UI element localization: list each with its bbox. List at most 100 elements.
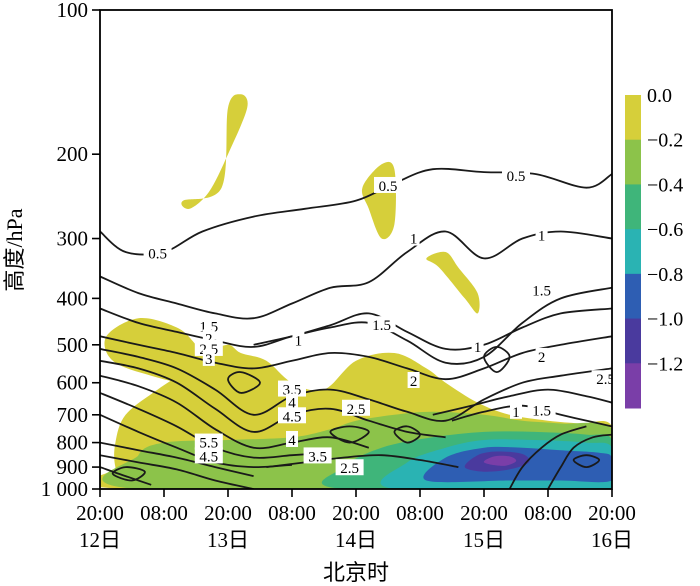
contour-label-5: 1 [474, 340, 482, 356]
y-tick-label-4: 500 [57, 333, 89, 357]
colorbar-label-3: −0.6 [647, 219, 683, 241]
contour-lines [100, 167, 612, 489]
x-axis: 20:00 12日 08:00 20:00 13日 08:00 20:00 14日 08:00 2… [76, 489, 636, 552]
colorbar-label-2: −0.4 [647, 174, 683, 196]
contour-label-bg-7 [510, 402, 522, 419]
colorbar-label-4: −0.8 [647, 264, 683, 286]
contour-line-4 [100, 286, 612, 365]
contour-label-bg-1 [502, 166, 530, 183]
contour-line-10 [100, 374, 370, 450]
contour-label-bg-20 [278, 380, 306, 397]
contour-label-19: 3 [205, 352, 213, 368]
x-tick-time-1: 08:00 [140, 501, 188, 525]
contour-label-21: 3.5 [308, 449, 327, 465]
contour-label-bg-10 [194, 317, 223, 334]
contour-label-4: 1 [538, 229, 546, 245]
contour-label-bg-22 [286, 393, 298, 410]
contour-label-bg-9 [367, 316, 396, 333]
contour-line-8 [266, 454, 459, 468]
x-tick-time-2: 20:00 [204, 501, 252, 525]
contour-label-7: 1 [512, 405, 520, 421]
closed-contour-5 [572, 454, 601, 469]
filled-region-10 [483, 455, 517, 466]
contour-label-13: 2 [538, 350, 546, 366]
contour-label-11: 1.5 [532, 403, 551, 419]
colorbar-swatch-0 [625, 95, 641, 141]
contour-labels: 0.50.50.5111111.51.51.51.52222.52.52.52.… [143, 166, 612, 477]
x-tick-time-4: 20:00 [332, 501, 380, 525]
contour-line-17 [508, 425, 587, 489]
contour-label-16: 2.5 [347, 402, 366, 418]
y-tick-label-3: 400 [57, 286, 89, 310]
y-tick-label-9: 1 000 [41, 477, 88, 501]
contour-label-23: 4 [288, 433, 296, 449]
filled-region-3 [426, 251, 480, 314]
x-tick-day-8: 16日 [591, 528, 633, 552]
contour-label-bg-13 [535, 347, 548, 364]
y-axis-title: 高度/hPa [2, 208, 27, 291]
closed-contour-4 [393, 425, 421, 444]
contour-label-26: 5.5 [199, 436, 218, 452]
x-tick-time-8: 20:00 [588, 501, 636, 525]
contour-label-bg-6 [292, 331, 305, 348]
contour-label-8: 1.5 [532, 283, 551, 299]
contour-line-16 [547, 433, 612, 489]
contour-label-12: 2 [205, 331, 213, 347]
contour-label-bg-4 [535, 226, 548, 243]
x-tick-day-4: 14日 [335, 528, 377, 552]
y-tick-label-6: 700 [57, 403, 89, 427]
contour-line-14 [100, 454, 254, 489]
contour-line-9 [100, 359, 446, 439]
colorbar-swatch-4 [625, 273, 641, 320]
x-tick-time-0: 20:00 [76, 501, 124, 525]
contour-label-14: 2 [410, 374, 418, 390]
contour-label-25: 4.5 [199, 449, 218, 465]
filled-region-2 [181, 94, 248, 210]
contour-label-1: 0.5 [507, 169, 526, 185]
colorbar-label-0: 0.0 [647, 85, 672, 107]
contour-label-24: 4.5 [283, 409, 302, 425]
colorbar: 0.0 −0.2 −0.4 −0.6 −0.8 −1.0 −1.2 [625, 85, 683, 409]
x-tick-time-5: 08:00 [396, 501, 444, 525]
colorbar-swatch-1 [625, 139, 641, 185]
x-tick-time-3: 08:00 [268, 501, 316, 525]
x-tick-time-7: 08:00 [524, 501, 572, 525]
contour-label-bg-8 [527, 281, 556, 298]
x-tick-day-6: 15日 [463, 528, 505, 552]
contour-line-3 [432, 388, 612, 416]
contour-label-bg-25 [194, 447, 223, 464]
contour-label-2: 0.5 [148, 246, 167, 262]
contour-label-18: 2.5 [340, 461, 359, 477]
y-tick-label-8: 900 [57, 455, 89, 479]
plot-area: 0.50.50.5111111.51.51.51.52222.52.52.52.… [100, 10, 612, 489]
y-tick-label-7: 800 [57, 431, 89, 455]
contour-label-bg-0 [374, 176, 402, 193]
contour-label-bg-16 [342, 399, 370, 416]
colorbar-label-1: −0.2 [647, 130, 683, 152]
contour-line-15 [100, 466, 152, 486]
colorbar-swatch-3 [625, 229, 641, 275]
closed-contour-2 [227, 371, 261, 394]
x-tick-day-0: 12日 [79, 528, 121, 552]
y-tick-label-2: 300 [57, 227, 89, 251]
contour-label-bg-2 [143, 244, 172, 261]
contour-label-bg-26 [194, 433, 223, 450]
contour-label-bg-14 [407, 371, 420, 388]
x-tick-time-6: 20:00 [460, 501, 508, 525]
colorbar-swatch-6 [625, 363, 641, 409]
contour-label-bg-15 [194, 339, 223, 356]
closed-contour-1 [111, 466, 146, 482]
contour-line-1 [100, 230, 612, 320]
contour-label-22: 4 [288, 396, 296, 412]
contour-line-13 [100, 441, 254, 477]
x-axis-title: 北京时 [323, 560, 389, 585]
contour-label-bg-11 [527, 401, 556, 418]
contour-label-9: 1.5 [372, 318, 391, 334]
y-tick-label-0: 100 [57, 0, 89, 22]
closed-contour-3 [329, 425, 370, 444]
contour-label-bg-5 [471, 337, 484, 354]
contour-label-bg-21 [303, 447, 332, 464]
contour-label-bg-3 [407, 229, 420, 246]
contour-label-bg-19 [202, 349, 215, 366]
